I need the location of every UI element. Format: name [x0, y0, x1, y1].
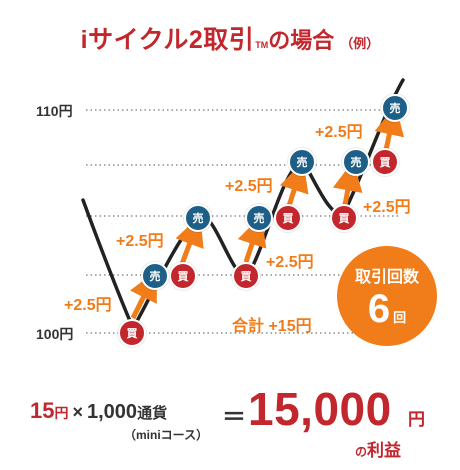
buy-coin: 買 — [232, 262, 260, 290]
arrow-up — [237, 215, 267, 263]
profit-label: +2.5円 — [315, 124, 363, 141]
title-main: iサイクル2取引 — [80, 26, 255, 54]
profit-label: +2.5円 — [225, 178, 273, 195]
profit-arrows — [129, 104, 405, 320]
page-title: iサイクル2取引 TM の場合 （例） — [0, 8, 460, 60]
buy-coin: 買 — [330, 204, 358, 232]
course-note: （miniコース） — [124, 428, 209, 442]
formula-currency-unit: 通貨 — [137, 405, 168, 422]
total-profit: 合計 +15円 — [232, 318, 312, 335]
arrow-up — [374, 104, 405, 151]
sell-coin: 売 — [342, 148, 370, 176]
result-note-text: 利益 — [367, 441, 402, 460]
result-unit: 円 — [408, 410, 425, 429]
axis-label-110: 110円 — [36, 103, 73, 119]
arrow-up — [332, 160, 363, 206]
profit-label: +2.5円 — [116, 233, 164, 250]
arrow-up — [279, 161, 309, 207]
trade-count-label: 取引回数 — [354, 269, 419, 286]
result-note: の利益 — [355, 436, 401, 461]
axis-label-100: 100円 — [36, 326, 74, 342]
sell-coin: 売 — [245, 204, 273, 232]
trade-count-unit: 回 — [393, 310, 407, 325]
trademark-mark: TM — [255, 40, 269, 50]
trade-count-badge: 取引回数 6 回 — [337, 246, 437, 346]
buy-coin: 買 — [169, 262, 197, 290]
formula-currency: 1,000 — [87, 401, 138, 423]
buy-coin: 買 — [371, 148, 399, 176]
formula-amount: 15 — [30, 398, 55, 423]
trade-count-number: 6 — [367, 287, 391, 331]
profit-formula: 15円 × 1,000通貨 — [30, 398, 167, 424]
sell-coin: 売 — [288, 148, 316, 176]
sell-coin: 売 — [381, 94, 409, 122]
formula-amount-unit: 円 — [54, 405, 69, 421]
trade-count-value: 6 回 — [368, 289, 406, 329]
title-example: （例） — [340, 36, 380, 51]
profit-label: +2.5円 — [363, 199, 411, 216]
formula-times: × — [72, 402, 83, 422]
profit-label: +2.5円 — [64, 297, 112, 314]
result-amount: 15,000 — [248, 383, 392, 435]
buy-coin: 買 — [118, 319, 146, 347]
buy-coin: 買 — [274, 204, 302, 232]
sell-coin: 売 — [184, 204, 212, 232]
profit-label: +2.5円 — [266, 254, 314, 271]
result-note-particle: の — [355, 445, 368, 459]
title-rest: の場合 — [268, 28, 335, 53]
arrow-up — [129, 270, 157, 320]
formula-equals: ＝ — [222, 404, 246, 431]
sell-coin: 売 — [141, 262, 169, 290]
arrow-up — [175, 215, 204, 265]
